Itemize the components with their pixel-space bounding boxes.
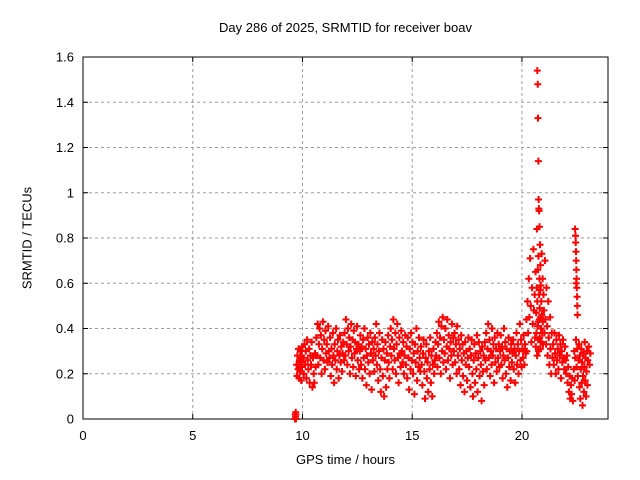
y-tick-label: 0 [67,412,74,427]
y-tick-label: 1 [67,185,74,200]
x-tick-label: 15 [405,428,419,443]
x-tick-label: 5 [189,428,196,443]
x-axis-label: GPS time / hours [296,452,395,467]
y-tick-label: 0.2 [56,366,74,381]
y-tick-label: 1.4 [56,95,74,110]
chart-title: Day 286 of 2025, SRMTID for receiver boa… [219,20,472,35]
y-tick-label: 0.4 [56,321,74,336]
y-tick-label: 1.6 [56,50,74,65]
y-tick-label: 1.2 [56,140,74,155]
plot-border [82,56,609,420]
x-tick-label: 20 [515,428,529,443]
grid-lines [83,57,608,419]
x-tick-label: 0 [79,428,86,443]
x-tick-label: 10 [295,428,309,443]
y-tick-label: 0.8 [56,231,74,246]
y-tick-label: 0.6 [56,276,74,291]
scatter-points [291,67,594,423]
y-axis-label: SRMTID / TECUs [19,186,35,290]
